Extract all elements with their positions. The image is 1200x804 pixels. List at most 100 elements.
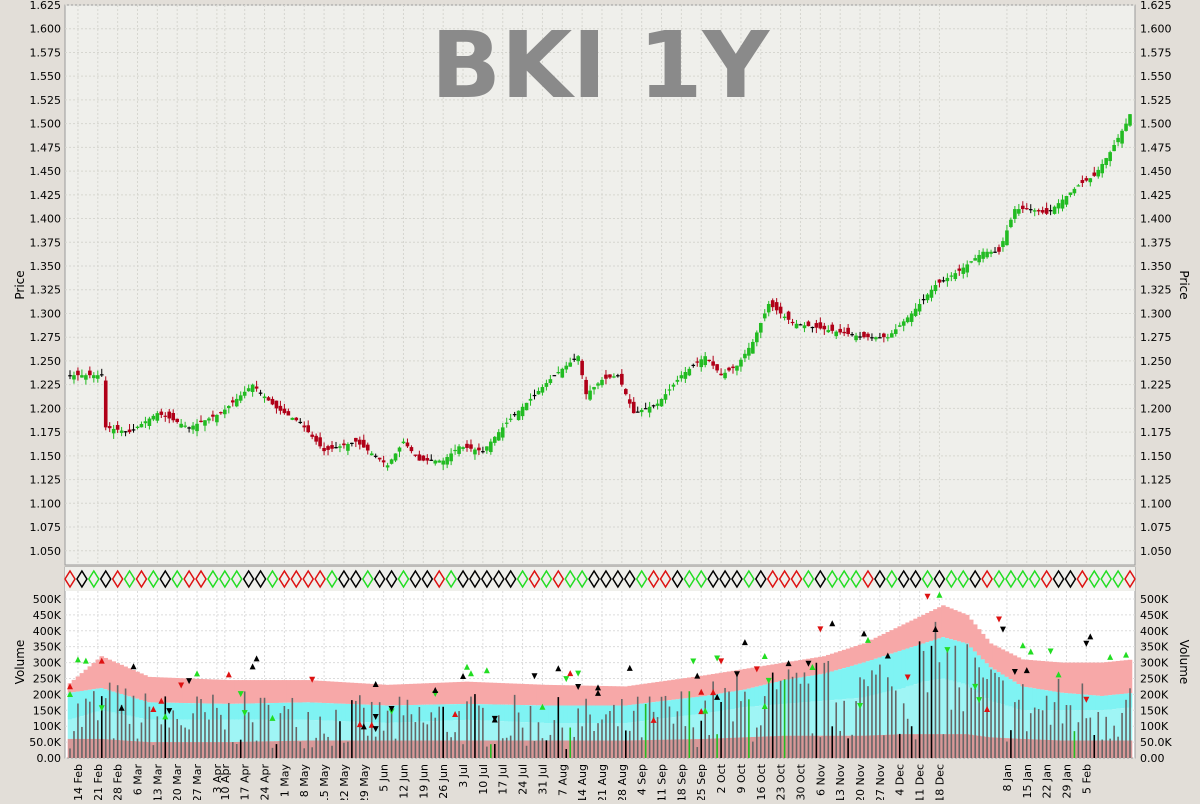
signal-diamond — [1088, 569, 1101, 589]
volume-band-inner — [341, 703, 347, 722]
volume-band-inner — [524, 705, 529, 723]
signal-up-arrow — [567, 670, 574, 677]
volume-band-inner — [714, 694, 720, 712]
volume-band-inner — [837, 669, 843, 700]
price-candle-body — [786, 311, 791, 320]
volume-band-inner — [746, 688, 752, 707]
price-tick-label-right: 1.225 — [1140, 379, 1172, 392]
volume-band-outer — [1024, 659, 1030, 688]
signal-up-arrow — [483, 667, 490, 674]
volume-band-inner — [496, 704, 502, 722]
volume-band-inner — [810, 675, 815, 702]
signal-up-arrow — [67, 691, 73, 698]
volume-band-core — [1099, 710, 1105, 741]
volume-band-outer — [520, 683, 525, 706]
volume-band-inner — [1036, 688, 1041, 711]
volume-band-outer — [421, 683, 426, 705]
volume-band-outer — [198, 678, 204, 704]
volume-tick-label-left: 450K — [33, 609, 62, 622]
volume-tick-label-right: 400K — [1140, 625, 1169, 638]
volume-band-outer — [115, 663, 120, 693]
price-candle-body — [417, 454, 422, 461]
price-candle-body — [679, 375, 684, 379]
price-candle-body — [671, 384, 676, 387]
volume-band-inner — [1103, 695, 1109, 710]
price-candle-body — [354, 437, 358, 442]
volume-band-outer — [869, 639, 875, 661]
volume-band-outer — [278, 680, 283, 703]
volume-band-inner — [925, 642, 930, 682]
price-candle-body — [234, 398, 239, 407]
volume-band-outer — [1072, 662, 1077, 694]
volume-band-outer — [698, 675, 704, 697]
signal-diamond — [361, 569, 374, 589]
volume-band-outer — [428, 683, 434, 705]
date-tick-label: 10 Jul — [477, 764, 490, 795]
signal-diamond — [207, 569, 219, 589]
volume-band-outer — [460, 681, 466, 705]
volume-band-inner — [190, 703, 196, 720]
volume-band-inner — [841, 668, 847, 700]
volume-band-outer — [532, 684, 537, 706]
volume-band-inner — [393, 705, 398, 723]
price-candle-body — [358, 439, 362, 445]
volume-band-inner — [1072, 693, 1077, 711]
signal-up-arrow — [809, 664, 816, 671]
price-candle-body — [1072, 188, 1077, 194]
volume-band-core — [818, 701, 823, 736]
signal-markers — [64, 569, 1136, 733]
volume-band-inner — [238, 703, 244, 720]
volume-band-outer — [262, 680, 267, 704]
volume-band-outer — [663, 680, 668, 701]
price-candle-body — [457, 446, 461, 454]
price-tick-label-left: 1.325 — [30, 284, 62, 297]
signal-diamond — [885, 569, 898, 589]
volume-band-outer — [746, 668, 752, 689]
volume-band-inner — [1028, 687, 1034, 711]
volume-tick-label-right: 250K — [1140, 672, 1169, 685]
price-candle-body — [1001, 241, 1005, 247]
volume-band-inner — [968, 647, 974, 688]
price-candle-body — [1017, 209, 1021, 214]
volume-band-outer — [1020, 659, 1026, 687]
signal-diamond — [171, 569, 184, 589]
volume-band-outer — [631, 685, 637, 705]
volume-band-outer — [401, 684, 406, 706]
price-candle-body — [461, 447, 465, 449]
volume-band-inner — [71, 692, 77, 719]
volume-band-core — [849, 698, 855, 736]
signal-diamond — [635, 569, 648, 589]
signal-diamond — [504, 569, 517, 589]
price-candle-body — [361, 439, 366, 448]
volume-band-inner — [1064, 693, 1069, 711]
price-axis-title-right: Price — [1177, 270, 1191, 299]
price-tick-label-right: 1.550 — [1140, 70, 1172, 83]
volume-band-outer — [170, 677, 176, 703]
price-candle-body — [814, 323, 819, 328]
volume-band-outer — [627, 685, 633, 706]
price-candle-body — [302, 425, 307, 428]
volume-band-outer — [1008, 653, 1014, 680]
volume-band-inner — [460, 704, 466, 720]
volume-band-outer — [436, 682, 442, 705]
volume-band-core — [810, 701, 815, 736]
signal-up-arrow — [714, 693, 721, 700]
volume-band-inner — [1016, 684, 1022, 710]
volume-tick-label-left: 300K — [33, 657, 62, 670]
price-candle-body — [1092, 172, 1097, 176]
volume-band-inner — [186, 703, 192, 720]
date-tick-label: 22 May — [338, 764, 351, 800]
price-candle-body — [747, 347, 751, 356]
price-candle-body — [131, 429, 136, 431]
volume-band-outer — [75, 676, 81, 692]
price-candle-body — [199, 420, 203, 423]
price-candle-body — [802, 325, 807, 329]
volume-band-inner — [853, 664, 859, 699]
signal-diamond — [64, 569, 76, 589]
price-candle-body — [957, 268, 962, 271]
volume-band-inner — [432, 704, 438, 722]
signal-diamond — [1124, 569, 1136, 589]
signal-up-arrow — [884, 652, 891, 659]
price-tick-label-right: 1.250 — [1140, 355, 1172, 368]
volume-band-core — [460, 719, 466, 741]
